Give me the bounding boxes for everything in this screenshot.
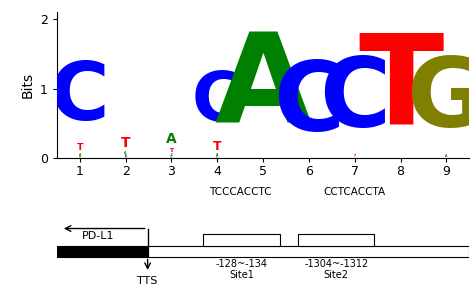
Text: T: T: [76, 143, 83, 152]
Text: A: A: [216, 153, 219, 157]
Text: PD-L1: PD-L1: [82, 231, 114, 241]
Text: TCCCACCTC: TCCCACCTC: [209, 187, 272, 197]
Text: T: T: [354, 154, 356, 158]
Text: C: C: [273, 58, 345, 151]
Text: CCTCACCTA: CCTCACCTA: [324, 187, 386, 197]
Text: -128~-134: -128~-134: [215, 259, 267, 269]
Text: T: T: [213, 140, 221, 153]
Text: Site1: Site1: [229, 270, 254, 280]
Text: T: T: [358, 28, 443, 149]
Text: TTS: TTS: [137, 276, 158, 286]
Text: T: T: [169, 148, 173, 153]
Text: A: A: [215, 28, 311, 149]
Text: G: G: [216, 155, 219, 159]
Y-axis label: Bits: Bits: [20, 72, 34, 98]
Text: Site2: Site2: [324, 270, 349, 280]
Text: C: C: [192, 67, 242, 135]
Text: G: G: [79, 155, 81, 159]
Text: ZEB1: ZEB1: [228, 235, 254, 245]
Text: -1304~-1312: -1304~-1312: [304, 259, 368, 269]
Text: C: C: [171, 153, 173, 157]
Bar: [298, 234, 374, 246]
Text: A: A: [445, 154, 447, 158]
Text: A: A: [79, 153, 81, 157]
Text: C: C: [125, 154, 127, 157]
Text: G: G: [407, 54, 474, 147]
Text: T: T: [121, 136, 130, 150]
Bar: [57, 246, 147, 257]
Text: ZEB1: ZEB1: [323, 235, 349, 245]
Text: G: G: [170, 155, 173, 159]
Text: A: A: [124, 151, 127, 155]
Bar: [147, 246, 469, 257]
Text: C: C: [50, 59, 109, 136]
Bar: [203, 234, 280, 246]
Text: G: G: [125, 155, 127, 159]
Text: C: C: [319, 54, 390, 147]
Text: A: A: [166, 132, 177, 146]
